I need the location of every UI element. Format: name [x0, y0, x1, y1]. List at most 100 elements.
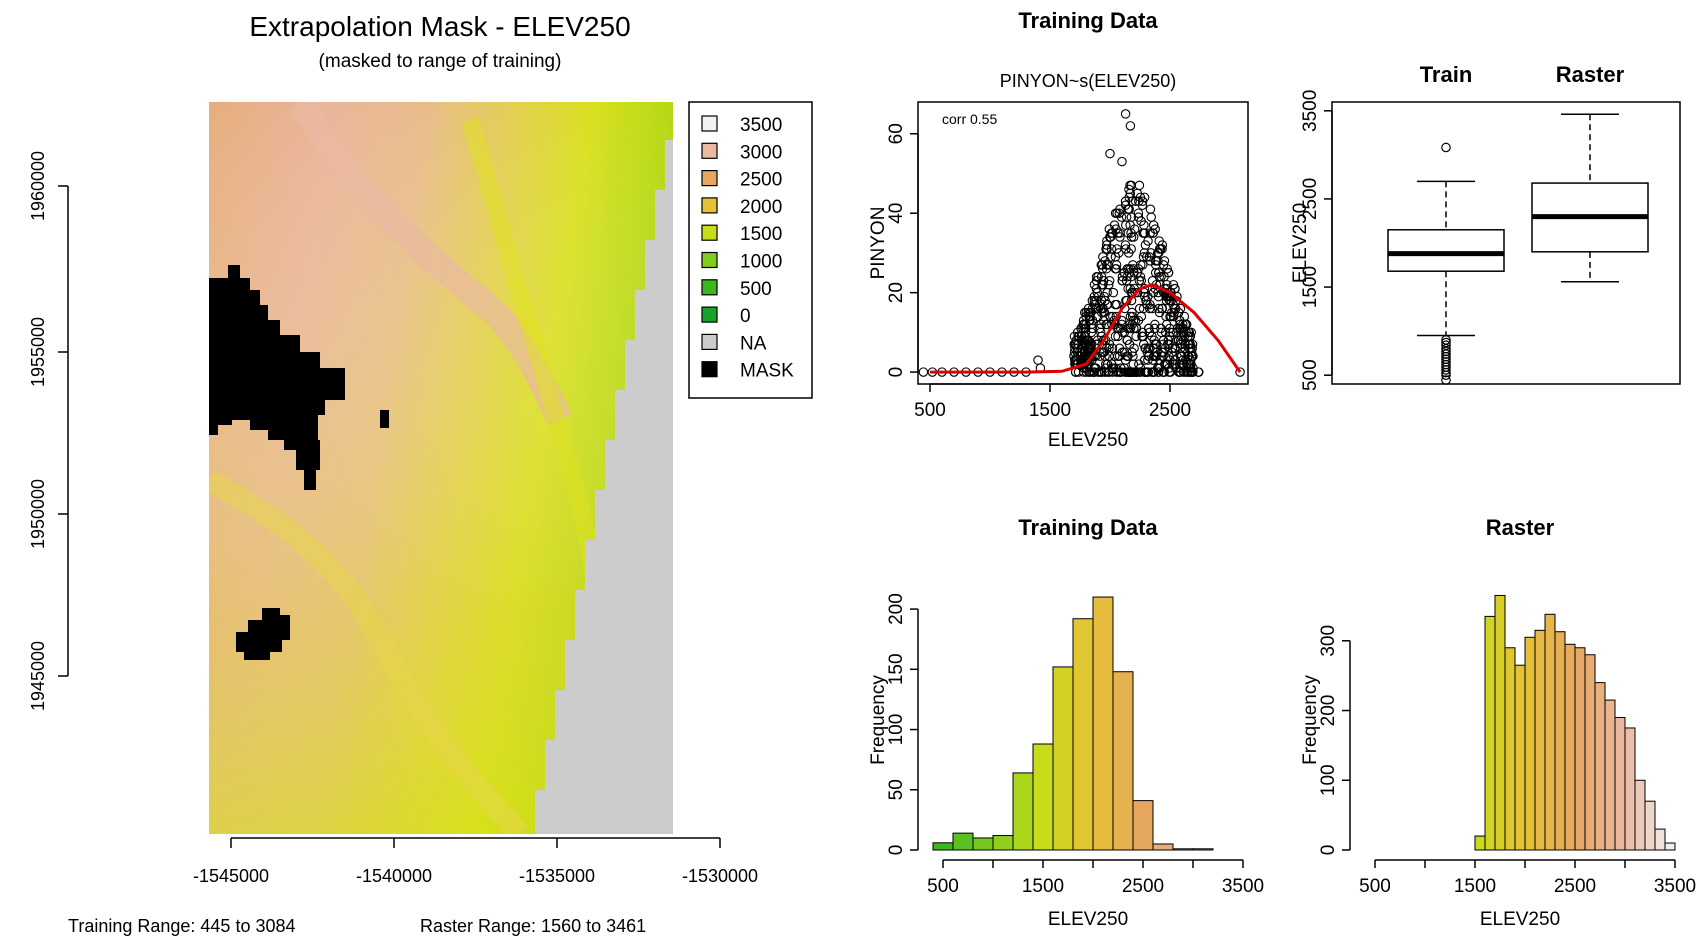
scatter-point	[1143, 367, 1154, 377]
scatter-point	[1069, 339, 1079, 350]
map-x-tick: -1530000	[682, 866, 758, 886]
histogram-bar	[1032, 743, 1054, 851]
scatter-corr-annotation: corr 0.55	[942, 111, 997, 127]
scatter-point	[1153, 303, 1164, 314]
scatter-point	[1167, 347, 1177, 357]
histogram-bar	[952, 832, 974, 851]
scatter-point	[1103, 367, 1114, 377]
scatter-point	[1139, 228, 1150, 238]
legend-swatch	[701, 306, 718, 323]
legend-swatch	[701, 251, 718, 269]
scatter-point	[1127, 196, 1137, 207]
scatter-point	[1120, 220, 1131, 230]
scatter-x-tick-label: 2500	[1149, 400, 1191, 421]
histogram-y-tick-label: 200	[886, 593, 907, 625]
scatter-point	[1112, 208, 1122, 218]
scatter-xlabel: ELEV250	[1048, 430, 1128, 451]
scatter-point	[1126, 180, 1137, 191]
scatter-point	[1185, 331, 1196, 342]
scatter-point	[1117, 156, 1127, 167]
scatter-point	[1104, 275, 1115, 286]
scatter-point	[1113, 228, 1123, 238]
histogram-x-tick-label: 2500	[1122, 876, 1164, 897]
histogram-bar	[1012, 772, 1034, 851]
scatter-point	[1127, 347, 1137, 357]
training-hist-ylabel: Frequency	[868, 675, 889, 765]
scatter-point	[1128, 315, 1139, 326]
scatter-point	[1125, 121, 1136, 131]
map-y-tick: 1945000	[28, 641, 48, 711]
scatter-point	[1138, 303, 1149, 314]
legend-label: 0	[740, 306, 751, 327]
histogram-bar	[1664, 842, 1676, 851]
histogram-x-tick-label: 2500	[1554, 876, 1596, 897]
scatter-point	[1082, 335, 1093, 346]
training-hist-title: Training Data	[1018, 515, 1158, 540]
scatter-point	[1125, 220, 1135, 230]
scatter-point	[1187, 343, 1198, 354]
scatter-point	[1169, 307, 1179, 318]
scatter-point	[1033, 355, 1043, 365]
scatter-point	[1111, 264, 1122, 274]
scatter-point	[1174, 367, 1184, 377]
histogram-y-tick-label: 300	[1318, 625, 1339, 657]
histogram-bar	[1484, 615, 1496, 851]
scatter-point	[1096, 367, 1106, 377]
histogram-bar	[1052, 666, 1074, 851]
boxplot-outlier	[1441, 365, 1451, 375]
scatter-point	[1163, 268, 1174, 278]
legend-swatch	[701, 224, 718, 241]
scatter-subtitle: PINYON~s(ELEV250)	[1000, 71, 1177, 91]
mask-speck	[380, 410, 389, 428]
scatter-point	[1235, 367, 1245, 377]
scatter-point	[1081, 307, 1092, 318]
map-y-tick: 1950000	[28, 479, 48, 549]
raster-histogram-bars: 500 1500 2500 3500 0 100 200 300	[1318, 594, 1696, 897]
histogram-bar	[1534, 629, 1546, 851]
histogram-y-tick-label: 150	[886, 653, 907, 685]
legend-swatch	[701, 142, 718, 159]
scatter-point	[1110, 351, 1120, 361]
map-panel: Extrapolation Mask - ELEV250 (masked to …	[28, 11, 813, 936]
raster-hist-title: Raster	[1486, 515, 1555, 540]
histogram-bar	[972, 837, 994, 851]
boxplot-panel: 500 1500 2500 3500 Train Raster ELEV250	[1290, 62, 1681, 391]
mask-region	[209, 265, 345, 490]
scatter-point	[1107, 228, 1118, 238]
legend-label: 1000	[740, 252, 782, 273]
scatter-y-tick-label: 60	[886, 123, 907, 144]
training-hist-xlabel: ELEV250	[1048, 909, 1128, 930]
legend-swatch	[701, 361, 718, 378]
histogram-y-tick-label: 100	[1318, 764, 1339, 796]
scatter-point	[1102, 236, 1112, 246]
legend-label: 500	[740, 279, 772, 300]
boxplot-category-label: Raster	[1556, 62, 1625, 87]
histogram-y-tick-label: 50	[886, 779, 907, 800]
training-histogram-bars: 500 1500 2500 3500 0 50 100 150 200	[886, 593, 1264, 897]
legend-swatch	[701, 197, 718, 214]
scatter-smooth-line	[930, 283, 1242, 374]
scatter-point	[1091, 303, 1102, 314]
histogram-bar	[1152, 843, 1174, 851]
scatter-point	[1147, 367, 1157, 377]
boxplot-outlier	[1441, 370, 1451, 380]
scatter-point	[1168, 327, 1178, 338]
mask-region-2	[236, 608, 290, 660]
histogram-y-tick-label: 0	[1318, 845, 1339, 856]
scatter-point	[1119, 268, 1129, 278]
scatter-point	[1188, 367, 1198, 377]
legend-label: MASK	[740, 361, 794, 382]
histogram-y-tick-label: 100	[886, 714, 907, 746]
scatter-point	[1106, 252, 1116, 262]
scatter-point	[1144, 303, 1155, 314]
scatter-point	[1123, 248, 1134, 258]
scatter-point	[1152, 248, 1163, 258]
scatter-point	[1134, 180, 1145, 191]
histogram-bar	[1514, 664, 1526, 851]
histogram-bar	[1524, 636, 1536, 851]
scatter-point	[1131, 331, 1141, 342]
training-range-label: Training Range: 445 to 3084	[68, 916, 296, 936]
scatter-point	[1154, 307, 1165, 318]
scatter-point	[1087, 351, 1097, 361]
